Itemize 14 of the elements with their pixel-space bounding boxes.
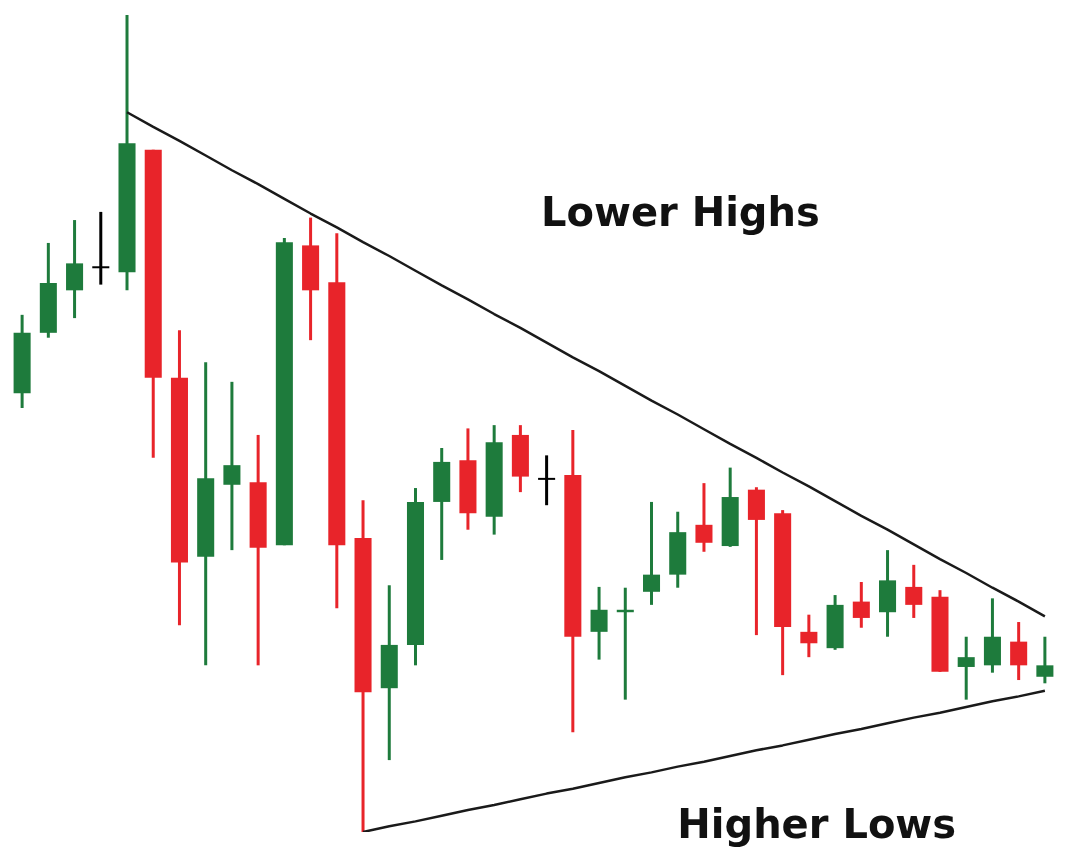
candlestick <box>852 582 870 628</box>
candlestick <box>590 585 608 660</box>
candlestick <box>92 210 110 285</box>
candlestick <box>905 563 923 618</box>
candlestick <box>957 636 975 700</box>
annotation: Lower Highs <box>540 188 820 235</box>
candlestick <box>642 500 661 605</box>
candlestick <box>800 614 818 659</box>
annotation: Higher Lows <box>677 801 957 848</box>
candlestick <box>1010 622 1028 682</box>
candlestick <box>1036 636 1054 684</box>
candlestick <box>223 380 241 552</box>
candlestick <box>538 455 556 507</box>
candlestick <box>695 483 713 552</box>
